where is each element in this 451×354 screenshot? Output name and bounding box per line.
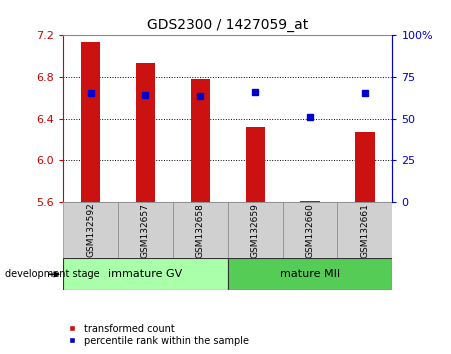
Bar: [136, 63, 155, 202]
Title: GDS2300 / 1427059_at: GDS2300 / 1427059_at: [147, 18, 308, 32]
Text: mature MII: mature MII: [280, 269, 340, 279]
Bar: [63, 202, 118, 258]
Text: immature GV: immature GV: [108, 269, 183, 279]
Bar: [246, 127, 265, 202]
Legend: transformed count, percentile rank within the sample: transformed count, percentile rank withi…: [68, 324, 249, 346]
Bar: [337, 202, 392, 258]
Bar: [191, 79, 210, 202]
Text: development stage: development stage: [5, 269, 99, 279]
Bar: [63, 258, 228, 290]
Text: GSM132658: GSM132658: [196, 202, 205, 258]
Bar: [355, 132, 374, 202]
Text: GSM132657: GSM132657: [141, 202, 150, 258]
Text: GSM132661: GSM132661: [360, 202, 369, 258]
Text: GSM132660: GSM132660: [306, 202, 314, 258]
Bar: [81, 42, 100, 202]
Bar: [228, 202, 283, 258]
Bar: [228, 258, 392, 290]
Bar: [300, 201, 320, 202]
Text: GSM132592: GSM132592: [86, 203, 95, 257]
Bar: [118, 202, 173, 258]
Text: GSM132659: GSM132659: [251, 202, 260, 258]
Bar: [283, 202, 337, 258]
Bar: [173, 202, 228, 258]
